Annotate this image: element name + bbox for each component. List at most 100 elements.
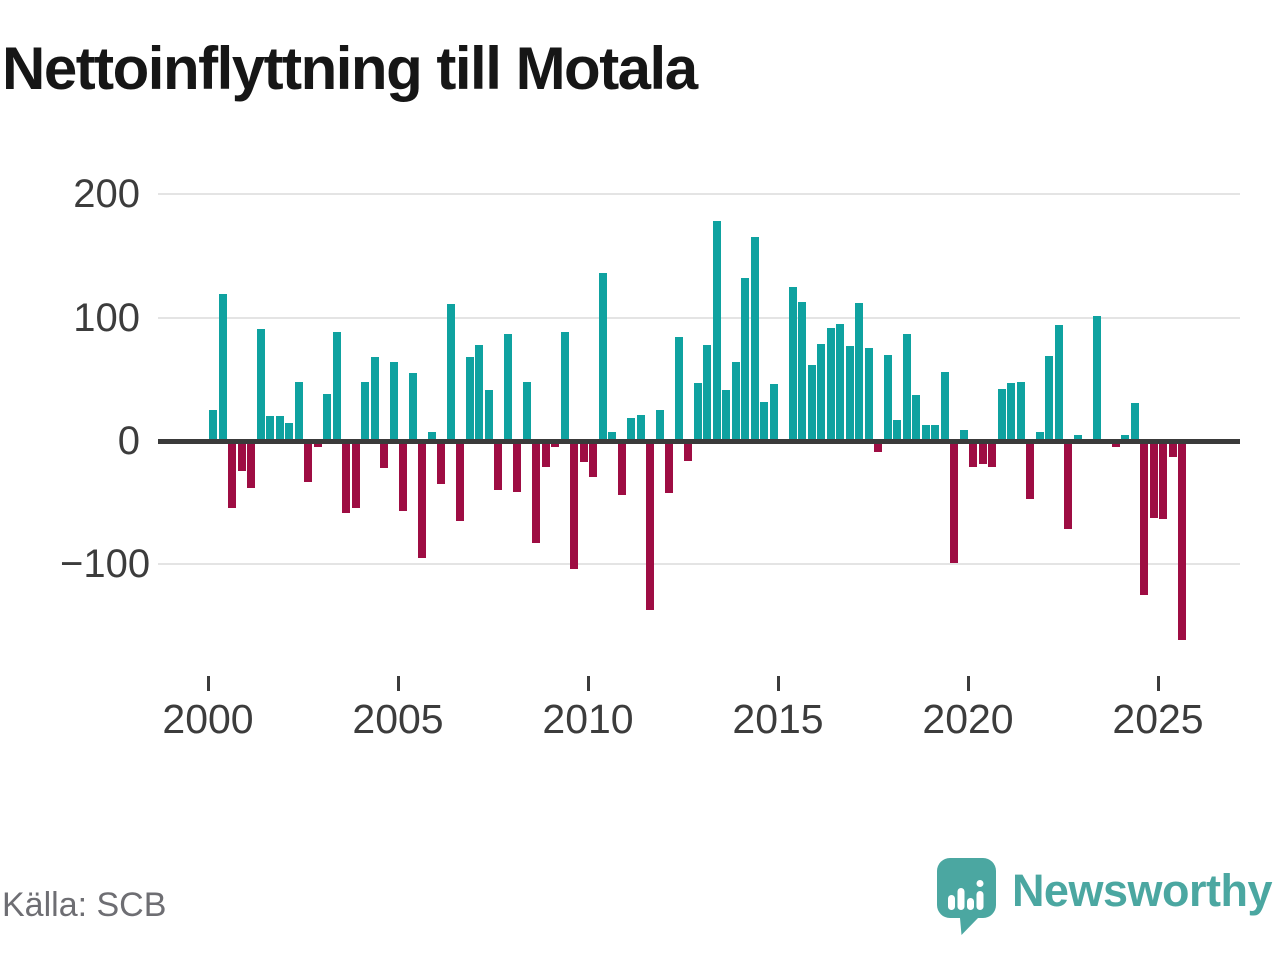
bar-2012Q1 (665, 441, 673, 493)
y-axis-label-200: 200 (73, 172, 140, 217)
y-axis-label-0: 0 (117, 419, 140, 463)
bar-2015Q3 (798, 301, 806, 441)
bar-2022Q3 (1064, 441, 1072, 529)
x-tick-2010 (586, 676, 590, 691)
x-tick-2025 (1156, 676, 1160, 691)
bar-2015Q4 (807, 364, 816, 441)
bar-2016Q2 (826, 327, 835, 441)
newsworthy-brand: Newsworthy (936, 858, 1273, 936)
x-axis-label-2020: 2020 (922, 696, 1014, 742)
bar-2001Q4 (275, 416, 284, 441)
bar-2024Q3 (1140, 441, 1148, 596)
gridline--100 (158, 563, 1240, 566)
x-axis-label-2005: 2005 (352, 696, 444, 742)
bar-2021Q4 (1035, 432, 1044, 441)
y-axis-label-100: 100 (73, 295, 140, 340)
bar-2023Q4 (1111, 441, 1120, 448)
bar-2003Q3 (342, 441, 350, 513)
bar-2005Q2 (408, 373, 417, 441)
x-tick-2005 (396, 676, 400, 691)
bar-2022Q4 (1073, 434, 1082, 441)
bar-2025Q3 (1178, 441, 1186, 640)
bar-2000Q2 (218, 294, 227, 441)
bar-2014Q2 (750, 237, 759, 441)
x-axis-label-2010: 2010 (542, 696, 634, 742)
bar-2017Q4 (883, 354, 892, 441)
bar-2010Q3 (608, 432, 616, 441)
bar-2021Q2 (1016, 381, 1025, 441)
bar-2016Q3 (836, 323, 844, 441)
bar-2002Q4 (313, 441, 322, 448)
bar-2002Q1 (285, 422, 293, 441)
bar-2010Q2 (598, 273, 607, 441)
bar-2000Q3 (228, 441, 236, 508)
bar-2024Q4 (1149, 441, 1158, 518)
bar-2003Q4 (351, 441, 360, 508)
bar-2022Q2 (1054, 325, 1063, 441)
bar-2001Q2 (256, 328, 265, 441)
bar-2022Q1 (1045, 355, 1053, 441)
bar-2019Q3 (950, 441, 958, 564)
bar-2000Q4 (237, 441, 246, 471)
gridline-200 (158, 193, 1240, 196)
bar-2012Q2 (674, 337, 683, 441)
bar-2016Q1 (817, 343, 825, 441)
bar-2007Q4 (503, 333, 512, 441)
bar-2002Q3 (304, 441, 312, 482)
bar-2005Q4 (427, 432, 436, 441)
bar-2002Q2 (294, 381, 303, 441)
x-tick-2000 (206, 676, 210, 691)
bar-2024Q1 (1121, 434, 1129, 441)
bar-2001Q1 (247, 441, 255, 488)
x-axis-label-2025: 2025 (1112, 696, 1204, 742)
bar-2025Q2 (1168, 441, 1177, 457)
bar-2018Q2 (902, 333, 911, 441)
x-tick-2020 (966, 676, 970, 691)
y-axis-label--100: −100 (60, 542, 151, 587)
bar-2005Q1 (399, 441, 407, 512)
zero-axis-line (158, 438, 1240, 444)
bar-2011Q1 (627, 417, 635, 441)
bar-2012Q3 (684, 441, 692, 461)
bar-2008Q1 (513, 441, 521, 492)
bar-2011Q2 (636, 415, 645, 441)
bar-2007Q3 (494, 441, 502, 491)
x-axis-label-2015: 2015 (732, 696, 824, 742)
chart-title: Nettoinflyttning till Motala (2, 35, 698, 102)
bar-2018Q1 (893, 420, 901, 441)
bar-2010Q4 (617, 441, 626, 496)
newsworthy-logo-icon (936, 858, 996, 935)
bar-2021Q1 (1007, 383, 1015, 441)
bar-2020Q4 (997, 389, 1006, 441)
bar-2006Q3 (456, 441, 464, 522)
bar-2020Q1 (969, 441, 977, 467)
bar-2011Q4 (655, 410, 664, 441)
bar-2020Q3 (988, 441, 996, 467)
bar-2013Q3 (722, 390, 730, 441)
gridline-100 (158, 316, 1240, 319)
bar-2013Q2 (712, 221, 721, 441)
bar-2014Q4 (769, 384, 778, 441)
bar-2004Q4 (389, 362, 398, 441)
newsworthy-wordmark: Newsworthy (1011, 865, 1273, 916)
bar-2019Q1 (931, 425, 939, 441)
bar-2007Q2 (484, 390, 493, 441)
bar-2008Q4 (541, 441, 550, 467)
bar-2017Q3 (874, 441, 882, 453)
bar-2025Q1 (1159, 441, 1167, 519)
bar-2006Q1 (437, 441, 445, 485)
bar-2004Q3 (380, 441, 388, 469)
bar-2011Q3 (646, 441, 654, 611)
bar-2007Q1 (475, 344, 483, 441)
bar-2024Q2 (1130, 402, 1139, 441)
x-axis-label-2000: 2000 (162, 696, 254, 742)
bar-2018Q4 (921, 425, 930, 441)
bar-2012Q4 (693, 383, 702, 441)
bar-2019Q4 (959, 429, 968, 441)
bar-2015Q2 (788, 286, 797, 442)
bar-2017Q2 (864, 348, 873, 441)
bar-2009Q1 (551, 441, 559, 448)
bar-2014Q1 (741, 278, 749, 441)
